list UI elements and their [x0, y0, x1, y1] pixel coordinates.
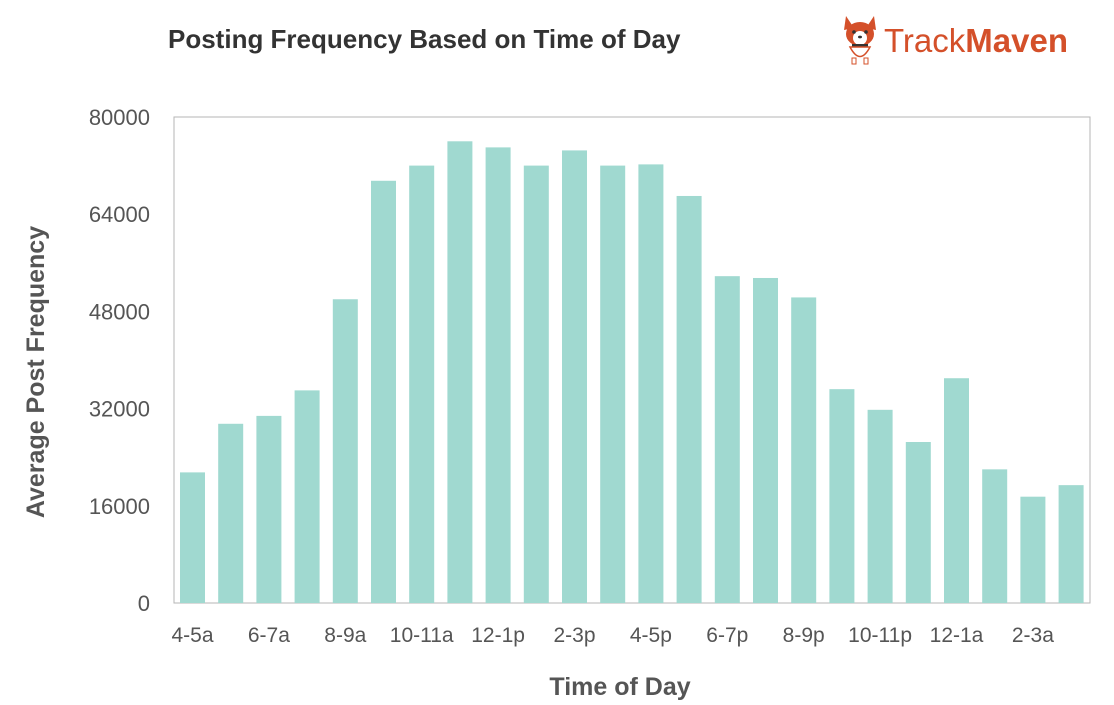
bar-10-11a — [409, 165, 435, 603]
bar-11-12a — [905, 442, 931, 603]
corgi-dog-icon — [844, 16, 876, 65]
bar-3-4p — [600, 165, 626, 603]
x-tick-label: 2-3p — [553, 624, 595, 647]
bar-5-6p — [676, 195, 702, 603]
bar-7-8a — [294, 390, 320, 603]
bar-1-2p — [523, 165, 549, 603]
y-axis-label: Average Post Frequency — [22, 226, 50, 518]
y-tick-label: 0 — [138, 591, 150, 616]
bar-10-11p — [867, 409, 893, 603]
brand-text-bold: Maven — [965, 22, 1068, 59]
bar-5-6a — [218, 423, 244, 603]
y-tick-label: 80000 — [89, 105, 150, 130]
x-tick-label: 12-1p — [471, 624, 525, 647]
bar-4-5a — [180, 472, 205, 603]
x-tick-label: 6-7a — [248, 624, 290, 647]
x-tick-label: 12-1a — [930, 624, 984, 647]
bar-8-9p — [791, 297, 817, 603]
bar-7-8p — [753, 277, 778, 603]
bar-6-7a — [256, 415, 282, 603]
brand-text-regular: Track — [884, 22, 966, 59]
bar-6-7p — [714, 276, 740, 603]
x-tick-label: 10-11p — [848, 624, 912, 647]
bar-8-9a — [332, 299, 358, 603]
brand-wordmark: TrackMaven — [884, 22, 1068, 60]
bar-4-5p — [638, 164, 664, 603]
x-tick-label: 8-9p — [783, 624, 825, 647]
x-tick-label: 4-5p — [630, 624, 672, 647]
bars-group — [180, 141, 1084, 604]
brand-logo: TrackMaven — [838, 10, 1098, 70]
x-tick-label: 4-5a — [171, 624, 213, 647]
chart-title: Posting Frequency Based on Time of Day — [168, 24, 681, 54]
bar-12-1a — [944, 378, 969, 603]
bar-2-3a — [1020, 496, 1046, 603]
x-axis-ticks: 4-5a 6-7a 8-9a 10-11a 12-1p 2-3p 4-5p 6-7p 8-9p 1… — [171, 624, 1054, 647]
bar-2-3p — [562, 150, 587, 603]
plot-area-frame — [173, 116, 1091, 604]
bar-9-10a — [371, 180, 396, 603]
y-axis-ticks: 0 16000 32000 48000 64000 80000 — [89, 105, 150, 616]
y-tick-label: 16000 — [89, 494, 150, 519]
bar-9-10p — [829, 389, 855, 603]
bar-11-12p — [447, 141, 473, 604]
y-tick-label: 64000 — [89, 202, 150, 227]
bar-12-1p — [485, 147, 511, 603]
y-tick-label: 48000 — [89, 299, 150, 324]
x-tick-label: 6-7p — [706, 624, 748, 647]
x-tick-label: 8-9a — [324, 624, 366, 647]
bar-3-4a — [1058, 485, 1084, 603]
x-axis-label: Time of Day — [549, 673, 690, 701]
bar-1-2a — [982, 469, 1008, 603]
x-tick-label: 10-11a — [390, 624, 454, 647]
x-tick-label: 2-3a — [1012, 624, 1054, 647]
y-tick-label: 32000 — [89, 397, 150, 422]
